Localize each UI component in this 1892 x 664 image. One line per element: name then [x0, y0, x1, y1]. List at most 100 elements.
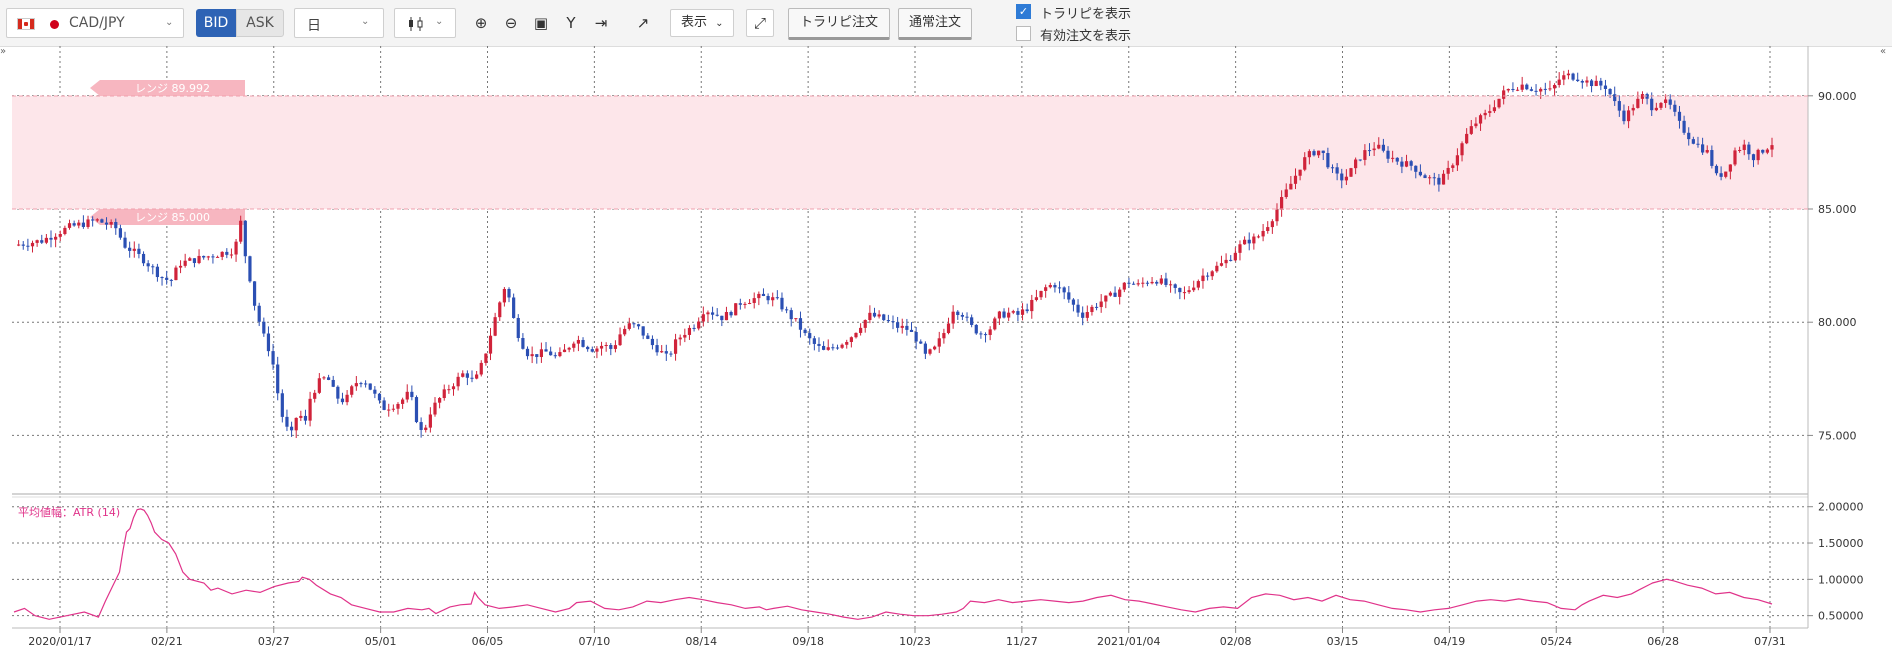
candle [1099, 294, 1103, 313]
candle [1645, 92, 1649, 105]
candle [789, 307, 793, 327]
candle [206, 255, 210, 261]
candle [798, 311, 803, 338]
show-trailing-checkbox[interactable]: ✓ [1016, 4, 1031, 19]
candle [1261, 224, 1265, 242]
candle [1367, 143, 1372, 157]
candle [1215, 261, 1219, 273]
candle [909, 322, 914, 333]
trailing-order-button[interactable]: トラリピ注文 [788, 8, 890, 40]
candle [1233, 247, 1237, 262]
candle [997, 310, 1002, 325]
candle [609, 343, 613, 356]
normal-order-button[interactable]: 通常注文 [898, 8, 972, 40]
candle [701, 306, 705, 327]
candle [715, 308, 719, 317]
candle [1219, 255, 1224, 267]
candle [368, 383, 372, 391]
candle [294, 417, 298, 439]
candle [289, 421, 294, 437]
candle [687, 325, 692, 340]
candle [456, 372, 460, 391]
candle [1224, 253, 1228, 268]
candle [1696, 136, 1700, 148]
chevron-down-icon: ⌄ [165, 17, 174, 28]
candle [1580, 79, 1584, 89]
zoom-in-icon[interactable]: ⊕ [474, 14, 488, 32]
bid-button[interactable]: BID [196, 9, 236, 37]
candle [1515, 87, 1520, 92]
period-select[interactable]: 日 ⌄ [294, 8, 384, 38]
candle [1483, 109, 1487, 120]
candle [336, 385, 340, 404]
candle [1414, 165, 1418, 179]
candle [21, 241, 25, 250]
candle [1673, 100, 1677, 117]
candle [1062, 286, 1066, 300]
atr-tick-label: 1.00000 [1818, 573, 1864, 586]
candle [1210, 270, 1214, 280]
ask-button[interactable]: ASK [236, 9, 284, 37]
candle [757, 291, 761, 306]
expand-left-icon[interactable]: » [0, 46, 7, 57]
display-menu-button[interactable]: 表示 ⌄ [670, 9, 734, 37]
chart-type-select[interactable]: ⌄ [394, 8, 456, 38]
candle [502, 287, 506, 307]
zoom-out-icon[interactable]: ⊖ [504, 14, 518, 32]
candle [1446, 160, 1450, 180]
candle [664, 344, 668, 361]
add-indicator-icon[interactable]: ↗ [636, 14, 650, 32]
candle [1534, 84, 1538, 96]
candle [784, 306, 789, 314]
candle [1192, 280, 1196, 292]
candle [655, 338, 659, 356]
candle [905, 318, 909, 336]
candle [1423, 173, 1427, 179]
candle [993, 316, 997, 331]
candle [178, 260, 183, 274]
candle [1761, 149, 1765, 155]
candle [377, 392, 382, 404]
candle [391, 404, 395, 412]
candle [530, 346, 534, 364]
candle [252, 281, 257, 311]
candle [1071, 298, 1076, 312]
fit-screen-icon[interactable]: ▣ [533, 14, 549, 32]
candle [516, 314, 520, 342]
currency-pair-select[interactable]: CAD/JPY ⌄ [6, 8, 184, 38]
candle [1701, 137, 1705, 155]
x-tick-label: 2021/01/04 [1097, 635, 1160, 648]
candle [132, 241, 136, 258]
candle [331, 375, 335, 388]
candle [345, 390, 349, 406]
lock-y-axis-icon[interactable]: Y [566, 14, 576, 32]
candle [567, 346, 571, 353]
expand-icon[interactable]: ⤢ [746, 9, 774, 37]
candle [1492, 100, 1497, 114]
candle [882, 313, 886, 322]
candle [859, 323, 863, 336]
candle [835, 344, 840, 350]
atr-tick-label: 1.50000 [1818, 537, 1864, 550]
candle [1201, 268, 1205, 289]
candle [1330, 164, 1335, 174]
price-chart[interactable]: レンジ 89.992 レンジ 85.000 平均値幅：ATR (14) 90.0… [0, 46, 1892, 664]
candle [743, 301, 747, 309]
candle [1562, 70, 1566, 86]
candle [280, 389, 284, 423]
expand-right-icon[interactable]: « [1880, 46, 1887, 57]
candle [86, 215, 90, 229]
candle [1187, 286, 1191, 294]
candle [669, 351, 673, 357]
candle [1710, 145, 1714, 169]
x-tick-label: 07/31 [1754, 635, 1786, 648]
show-valid-orders-checkbox[interactable] [1016, 26, 1031, 41]
candle [30, 240, 35, 253]
candle [1053, 282, 1057, 293]
candle [886, 314, 890, 323]
candlestick-icon [409, 17, 423, 31]
candle [1025, 303, 1029, 314]
candle [72, 220, 76, 227]
scroll-to-latest-icon[interactable]: ⇥ [594, 14, 608, 32]
x-tick-label: 07/10 [579, 635, 611, 648]
